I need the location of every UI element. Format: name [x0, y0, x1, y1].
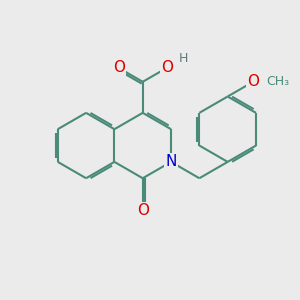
- Text: H: H: [179, 52, 188, 64]
- Text: O: O: [161, 60, 173, 75]
- Text: N: N: [165, 154, 177, 169]
- Text: CH₃: CH₃: [266, 75, 289, 88]
- Text: O: O: [247, 74, 259, 89]
- Text: O: O: [113, 60, 125, 75]
- Text: O: O: [137, 203, 149, 218]
